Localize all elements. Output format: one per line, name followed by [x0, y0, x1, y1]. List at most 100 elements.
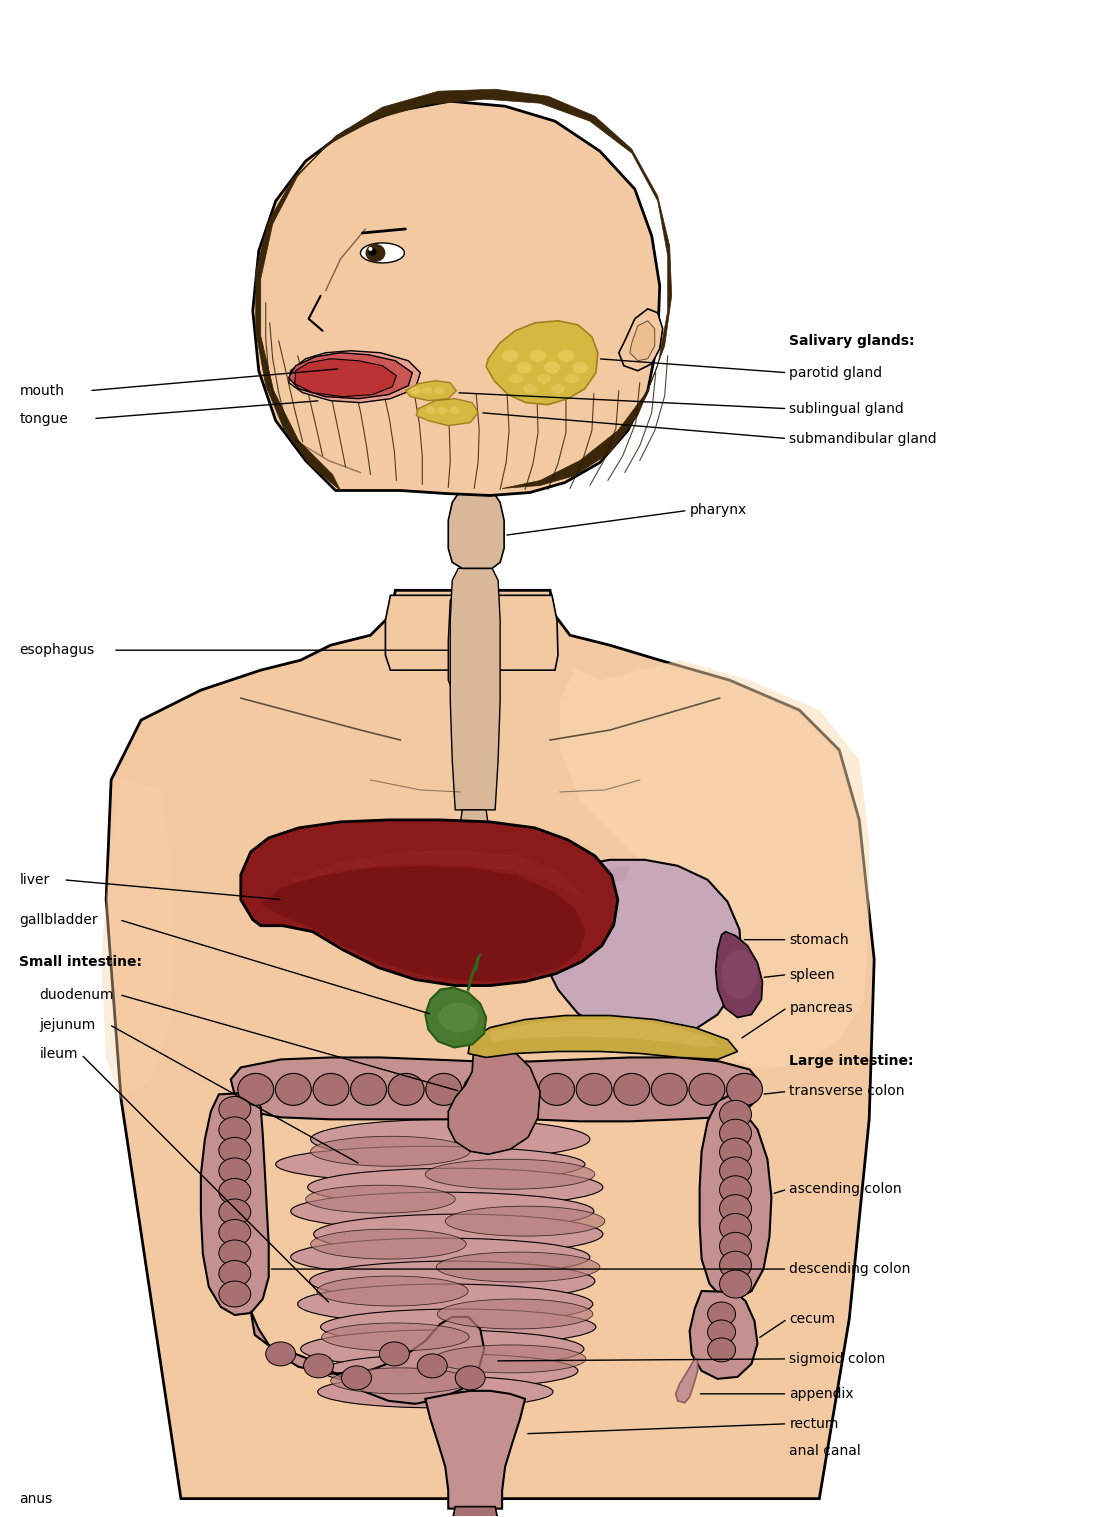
Ellipse shape: [719, 1195, 751, 1223]
Ellipse shape: [314, 1074, 349, 1106]
Polygon shape: [452, 1506, 498, 1517]
Polygon shape: [456, 810, 492, 939]
Polygon shape: [261, 866, 586, 981]
Ellipse shape: [707, 1338, 736, 1362]
Ellipse shape: [306, 1185, 455, 1214]
Ellipse shape: [437, 1252, 600, 1282]
Text: parotid gland: parotid gland: [790, 366, 882, 379]
Ellipse shape: [309, 1261, 595, 1302]
Ellipse shape: [438, 1003, 478, 1033]
Polygon shape: [295, 358, 396, 396]
Text: tongue: tongue: [20, 411, 68, 426]
Polygon shape: [416, 399, 478, 426]
Ellipse shape: [410, 387, 420, 394]
Polygon shape: [486, 320, 598, 405]
Ellipse shape: [219, 1220, 251, 1245]
Ellipse shape: [434, 1346, 586, 1373]
Polygon shape: [700, 1094, 771, 1299]
Polygon shape: [675, 1359, 697, 1403]
Text: esophagus: esophagus: [20, 643, 95, 657]
Text: pharynx: pharynx: [690, 504, 747, 517]
Ellipse shape: [434, 387, 444, 394]
Ellipse shape: [426, 1074, 462, 1106]
Ellipse shape: [438, 1299, 593, 1329]
Polygon shape: [552, 866, 630, 954]
Text: mouth: mouth: [20, 384, 64, 397]
Ellipse shape: [298, 1283, 593, 1324]
Text: Small intestine:: Small intestine:: [20, 954, 142, 969]
Ellipse shape: [530, 350, 546, 361]
Ellipse shape: [551, 384, 565, 394]
Polygon shape: [288, 353, 412, 399]
Polygon shape: [491, 1019, 719, 1047]
Ellipse shape: [438, 407, 448, 414]
Ellipse shape: [719, 1232, 751, 1261]
Ellipse shape: [310, 1136, 470, 1167]
Ellipse shape: [331, 1368, 470, 1394]
Ellipse shape: [544, 361, 560, 373]
Text: Salivary glands:: Salivary glands:: [790, 334, 915, 347]
Polygon shape: [540, 860, 741, 1038]
Ellipse shape: [446, 1206, 605, 1236]
Text: sublingual gland: sublingual gland: [790, 402, 904, 416]
Text: Large intestine:: Large intestine:: [790, 1054, 914, 1068]
Ellipse shape: [719, 1252, 751, 1279]
Ellipse shape: [565, 373, 579, 384]
Polygon shape: [450, 569, 500, 810]
Ellipse shape: [365, 244, 385, 262]
Ellipse shape: [539, 1074, 574, 1106]
Ellipse shape: [219, 1239, 251, 1267]
Polygon shape: [716, 931, 762, 1018]
Polygon shape: [449, 490, 504, 569]
Text: submandibular gland: submandibular gland: [790, 432, 937, 446]
Ellipse shape: [341, 1365, 372, 1390]
Text: spleen: spleen: [790, 968, 835, 981]
Text: transverse colon: transverse colon: [790, 1085, 905, 1098]
Ellipse shape: [322, 1353, 578, 1388]
Ellipse shape: [388, 1074, 425, 1106]
Ellipse shape: [524, 384, 537, 394]
Polygon shape: [690, 1291, 758, 1379]
Ellipse shape: [368, 247, 373, 250]
Ellipse shape: [614, 1074, 650, 1106]
Text: ileum: ileum: [40, 1047, 78, 1062]
Ellipse shape: [558, 350, 574, 361]
Ellipse shape: [219, 1280, 251, 1308]
Text: descending colon: descending colon: [790, 1262, 911, 1276]
Ellipse shape: [310, 1120, 590, 1159]
Ellipse shape: [300, 1330, 584, 1368]
Polygon shape: [426, 988, 486, 1047]
Polygon shape: [426, 1391, 525, 1508]
Polygon shape: [449, 1038, 540, 1154]
Text: jejunum: jejunum: [40, 1018, 96, 1032]
Ellipse shape: [290, 1238, 590, 1276]
Polygon shape: [630, 320, 654, 361]
Polygon shape: [253, 102, 660, 496]
Ellipse shape: [368, 247, 376, 256]
Polygon shape: [290, 850, 584, 895]
Ellipse shape: [651, 1074, 688, 1106]
Ellipse shape: [500, 1074, 537, 1106]
Polygon shape: [385, 595, 558, 671]
Ellipse shape: [290, 1192, 594, 1230]
Ellipse shape: [707, 1320, 736, 1344]
Text: anal canal: anal canal: [790, 1444, 861, 1458]
Ellipse shape: [516, 361, 532, 373]
Polygon shape: [251, 1311, 484, 1403]
Ellipse shape: [417, 1353, 448, 1377]
Ellipse shape: [719, 1270, 751, 1299]
Ellipse shape: [266, 1343, 296, 1365]
Ellipse shape: [502, 350, 518, 361]
Ellipse shape: [719, 1138, 751, 1167]
Text: ascending colon: ascending colon: [790, 1182, 902, 1197]
Text: pancreas: pancreas: [790, 1001, 852, 1015]
Ellipse shape: [219, 1198, 251, 1224]
Ellipse shape: [727, 1074, 762, 1106]
Polygon shape: [288, 350, 420, 402]
Text: duodenum: duodenum: [40, 988, 113, 1001]
Ellipse shape: [463, 1074, 499, 1106]
Ellipse shape: [719, 1157, 751, 1185]
Polygon shape: [101, 780, 176, 1100]
Ellipse shape: [719, 1100, 751, 1129]
Ellipse shape: [219, 1261, 251, 1286]
